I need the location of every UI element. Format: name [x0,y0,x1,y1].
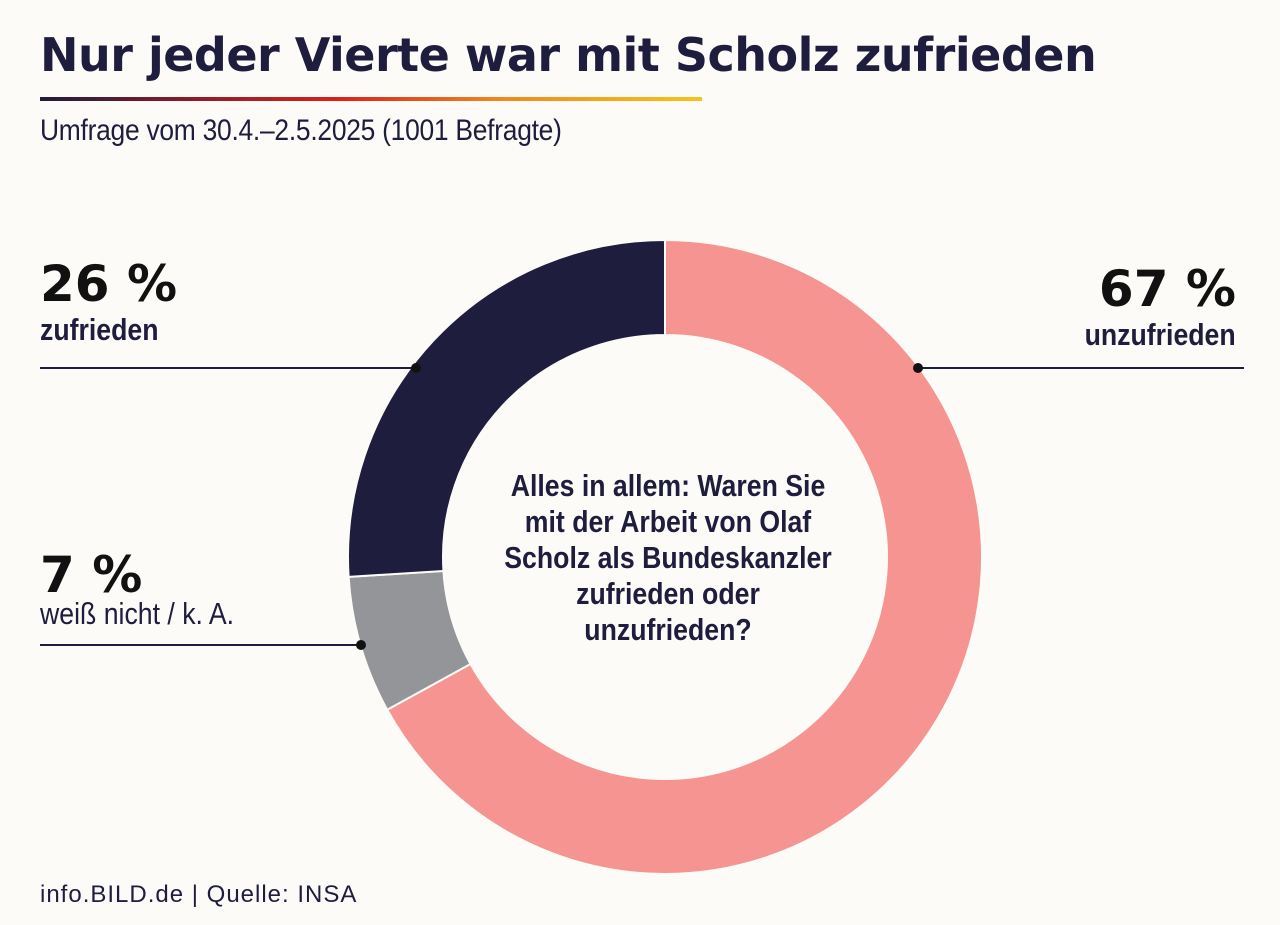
value-label-unzufrieden: 67 % [1098,260,1236,318]
value-label-weiss-nicht: 7 % [40,546,143,604]
callout-dot-unzufrieden [913,363,923,373]
category-label-weiss-nicht: weiß nicht / k. A. [40,596,235,631]
donut-slice-zufrieden [347,238,666,578]
callout-dot-weiss-nicht [356,640,366,650]
value-label-zufrieden: 26 % [40,255,178,313]
survey-question: Alles in allem: Waren Sie mit der Arbeit… [504,468,832,647]
donut-slice-unzufrieden [385,238,983,875]
category-label-unzufrieden: unzufrieden [1084,317,1236,352]
callout-lines [40,363,1244,650]
category-label-zufrieden: zufrieden [40,312,159,347]
callout-dot-zufrieden [411,363,421,373]
title-underline [40,97,702,101]
source-footer: info.BILD.de | Quelle: INSA [40,881,358,908]
chart-title: Nur jeder Vierte war mit Scholz zufriede… [40,28,1097,82]
donut-slices [347,238,983,875]
chart-subtitle: Umfrage vom 30.4.–2.5.2025 (1001 Befragt… [40,114,562,147]
